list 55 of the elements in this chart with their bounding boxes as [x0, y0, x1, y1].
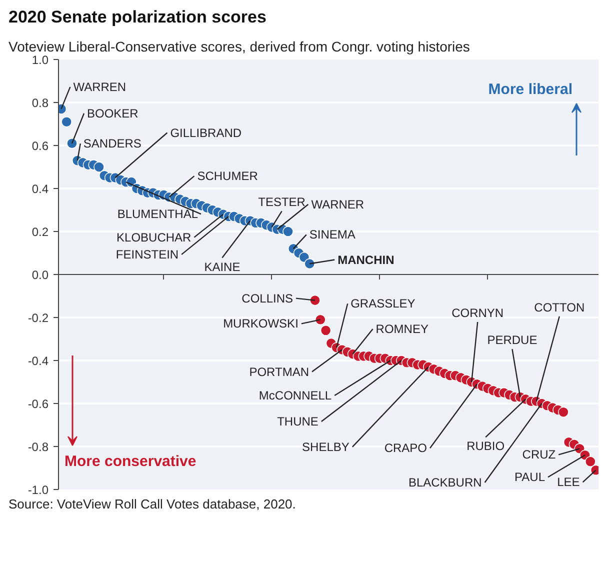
- source-note: Source: VoteView Roll Call Votes database, 2020.: [8, 496, 296, 512]
- data-label: RUBIO: [466, 439, 505, 454]
- y-tick-label: -0.4: [28, 354, 49, 368]
- point: [558, 406, 569, 418]
- data-label: BLUMENTHAL: [117, 207, 198, 222]
- annotation: More conservative: [64, 453, 196, 470]
- point: [585, 456, 596, 467]
- y-tick-label: 0.6: [32, 139, 49, 153]
- data-label: COLLINS: [242, 291, 294, 306]
- point: [282, 226, 294, 237]
- point: [310, 294, 320, 306]
- data-label: CRAPO: [384, 441, 428, 456]
- data-label: SANDERS: [83, 136, 142, 151]
- y-tick-label: -0.8: [28, 440, 49, 454]
- data-label: WARNER: [311, 197, 364, 212]
- data-label: PORTMAN: [249, 364, 310, 379]
- data-label: LEE: [557, 475, 580, 490]
- chart-title: 2020 Senate polarization scores: [8, 8, 266, 26]
- annotation: More liberal: [488, 81, 573, 98]
- point: [66, 138, 78, 149]
- data-label: COTTON: [534, 300, 585, 314]
- data-label: GILLIBRAND: [170, 126, 242, 140]
- data-label: CRUZ: [522, 448, 556, 462]
- chart-subtitle: Voteview Liberal-Conservative scores, derived from Congr. voting histories: [8, 38, 470, 54]
- y-tick-label: -0.2: [28, 311, 49, 325]
- point: [320, 325, 332, 336]
- point: [315, 314, 326, 325]
- y-tick-label: 0.0: [32, 268, 49, 282]
- data-label: SINEMA: [309, 228, 356, 242]
- data-label: TESTER: [258, 195, 306, 210]
- data-label: FEINSTEIN: [116, 247, 179, 262]
- data-label: KLOBUCHAR: [116, 230, 192, 244]
- data-label: PERDUE: [487, 333, 538, 348]
- data-label: KAINE: [204, 260, 240, 274]
- data-label: McCONNELL: [258, 388, 332, 402]
- data-label: THUNE: [277, 414, 318, 428]
- data-label: ROMNEY: [376, 322, 428, 336]
- data-label: MANCHIN: [338, 252, 394, 267]
- data-label: BLACKBURN: [408, 476, 482, 490]
- y-tick-label: 1.0: [32, 53, 49, 67]
- data-label: WARREN: [73, 80, 126, 94]
- y-tick-label: -0.6: [28, 397, 49, 411]
- data-label: GRASSLEY: [350, 296, 416, 311]
- data-label: BOOKER: [87, 106, 139, 120]
- data-label: SHELBY: [302, 440, 350, 454]
- point: [61, 116, 72, 128]
- data-label: SCHUMER: [197, 169, 258, 184]
- y-tick-label: 0.8: [32, 96, 49, 110]
- data-label: CORNYN: [452, 306, 504, 320]
- data-label: PAUL: [514, 470, 546, 484]
- y-tick-label: -1.0: [28, 483, 49, 497]
- point: [94, 162, 104, 172]
- y-tick-label: 0.2: [32, 225, 49, 239]
- y-tick-label: 0.4: [32, 182, 49, 196]
- data-label: MURKOWSKI: [223, 316, 298, 331]
